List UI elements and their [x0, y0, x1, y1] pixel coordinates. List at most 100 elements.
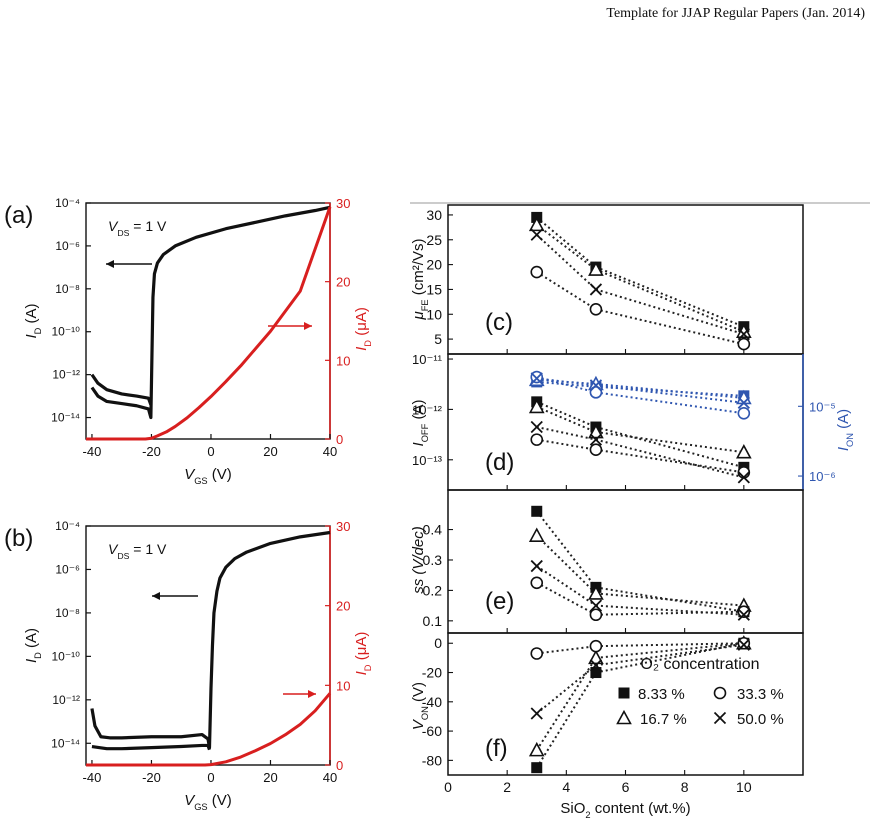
chart-c-ytick-label: 25 — [426, 232, 442, 248]
chart-c-link-1 — [595, 268, 745, 333]
chart-a-rtick-label: 0 — [336, 432, 343, 447]
chart-e-link-1 — [536, 534, 597, 595]
chart-b-rtick-label: 30 — [336, 519, 350, 534]
chart-c-panel-label: (c) — [485, 309, 513, 336]
chart-a-arrow-right-head — [304, 322, 312, 330]
chart-f-point-2-2 — [737, 636, 751, 650]
chart-d-off-point-1-2 — [735, 444, 752, 459]
chart-e-point-0-0 — [531, 505, 543, 517]
legend-marker-square — [618, 687, 630, 699]
chart-b-rtick-label: 0 — [336, 758, 343, 773]
chart-b-ylabel-right: ID (μA) — [353, 632, 373, 676]
chart-e-link-3 — [536, 565, 597, 607]
chart-e-ytick-label: 0.4 — [423, 522, 443, 538]
chart-b-ytick-label: 10⁻⁴ — [55, 519, 80, 533]
chart-c-point-2-2 — [737, 337, 751, 351]
chart-f-xtick-label: 6 — [622, 779, 630, 795]
chart-f-ytick-label: -80 — [422, 752, 442, 768]
chart-a-xlabel: VGS (V) — [184, 466, 232, 486]
chart-c-point-2-1 — [589, 302, 603, 316]
chart-c-ytick-label: 30 — [426, 207, 442, 223]
chart-b-ylabel-left: ID (A) — [23, 628, 43, 663]
chart-c-point-1-1 — [588, 261, 604, 276]
chart-a-rtick-label: 30 — [336, 196, 350, 211]
chart-e-ytick-label: 0.2 — [423, 582, 443, 598]
chart-f-xlabel: SiO2 content (wt.%) — [560, 800, 690, 820]
chart-c-link-3 — [595, 288, 745, 336]
chart-d-ylabel-left: IOFF (A) — [410, 400, 430, 447]
chart-a-ytick-label: 10⁻¹² — [52, 368, 80, 382]
chart-c-ylabel: μFE (cm²/Vs) — [410, 239, 430, 321]
chart-d-ytick-label: 10⁻¹² — [412, 402, 443, 417]
chart-b-xtick-label: -40 — [83, 770, 102, 785]
chart-f-panel-label: (f) — [485, 735, 508, 762]
chart-b-xtick-label: -20 — [142, 770, 161, 785]
chart-e-link-2 — [536, 581, 597, 616]
chart-b-xtick-label: 0 — [207, 770, 214, 785]
chart-b-panel-label: (b) — [4, 525, 33, 552]
chart-d-on-link-2 — [536, 376, 597, 394]
chart-b-arrow-left-head — [152, 592, 160, 600]
chart-e-ytick-label: 0.3 — [423, 552, 443, 568]
chart-d-on-point-3-0-b — [530, 372, 543, 385]
chart-b-series-0 — [90, 530, 331, 750]
chart-d-off-point-1-0 — [528, 398, 545, 414]
chart-f-ylabel: VON (V) — [410, 682, 430, 730]
chart-d-on-point-3-1-b — [589, 379, 603, 392]
chart-f-point-3-1-b — [589, 659, 603, 672]
chart-e-link-1 — [595, 592, 744, 607]
chart-f-ytick-label: 0 — [434, 635, 442, 651]
chart-f-xtick-label: 8 — [681, 779, 689, 795]
chart-f-ytick-label: -40 — [422, 694, 442, 710]
legend-title: O₂ concentration — [640, 656, 759, 673]
chart-f-xtick-label: 4 — [562, 779, 570, 795]
chart-c-link-0 — [595, 266, 745, 328]
chart-b-xlabel: VGS (V) — [184, 792, 232, 812]
chart-c-ytick-label: 15 — [426, 281, 442, 297]
legend-label-333: 33.3 % — [737, 686, 784, 703]
chart-f-xtick-label: 2 — [503, 779, 511, 795]
chart-b-ytick-label: 10⁻¹⁰ — [52, 649, 81, 663]
chart-b-ytick-label: 10⁻⁸ — [55, 606, 80, 620]
chart-e-point-3-2-b — [737, 608, 750, 621]
chart-c-point-3-2-b — [737, 327, 750, 341]
chart-a-ylabel-right: ID (μA) — [353, 307, 373, 351]
chart-c-ytick-label: 10 — [426, 306, 442, 322]
chart-e-point-3-0-b — [530, 559, 543, 573]
chart-f-link-0 — [535, 671, 597, 769]
chart-e-link-3 — [595, 604, 744, 616]
chart-f-ytick-label: -60 — [422, 723, 442, 739]
chart-a-series-0 — [90, 205, 331, 420]
chart-b-vds-annotation: VDS = 1 V — [108, 541, 167, 561]
chart-d-off-point-3-2-b — [737, 471, 750, 484]
chart-e-panel-label: (e) — [485, 588, 514, 615]
chart-d-off-link-1 — [595, 431, 744, 454]
chart-d-on-point-2-2 — [737, 406, 751, 420]
chart-d-off-point-3-0-b — [530, 420, 543, 434]
chart-a-vds-annotation: VDS = 1 V — [108, 218, 167, 238]
chart-d-off-link-3 — [595, 438, 745, 479]
chart-e-point-2-0 — [530, 576, 544, 590]
chart-c-point-3-1-b — [589, 283, 603, 296]
chart-a-panel-label: (a) — [4, 202, 33, 229]
page-header: Template for JJAP Regular Papers (Jan. 2… — [606, 6, 865, 21]
chart-d-rtick-label: 10⁻⁶ — [809, 469, 836, 484]
chart-e-point-1-0 — [528, 527, 545, 542]
chart-f-point-1-1 — [588, 649, 604, 665]
chart-f-point-0-0 — [531, 762, 543, 774]
chart-b-arrow-right-head — [308, 690, 316, 698]
chart-c-link-3 — [536, 234, 597, 291]
chart-d-ytick-label: 10⁻¹³ — [412, 453, 443, 468]
chart-d-off-point-2-1 — [589, 443, 603, 457]
chart-a-ytick-label: 10⁻⁴ — [55, 196, 80, 210]
chart-a-arrow-left-head — [106, 260, 114, 268]
chart-e-ylabel: ss (V/dec) — [410, 526, 427, 594]
chart-d-rtick-label: 10⁻⁵ — [809, 399, 836, 414]
chart-d-ylabel-right: ION (A) — [835, 409, 855, 451]
chart-d-off-point-3-1-b — [589, 433, 603, 446]
chart-f-point-0-1 — [590, 667, 602, 679]
chart-a-xtick-label: -20 — [142, 444, 161, 459]
chart-b-ytick-label: 10⁻¹² — [52, 693, 80, 707]
chart-d-on-point-2-0 — [530, 370, 544, 384]
chart-a-ylabel-left: ID (A) — [23, 303, 43, 338]
